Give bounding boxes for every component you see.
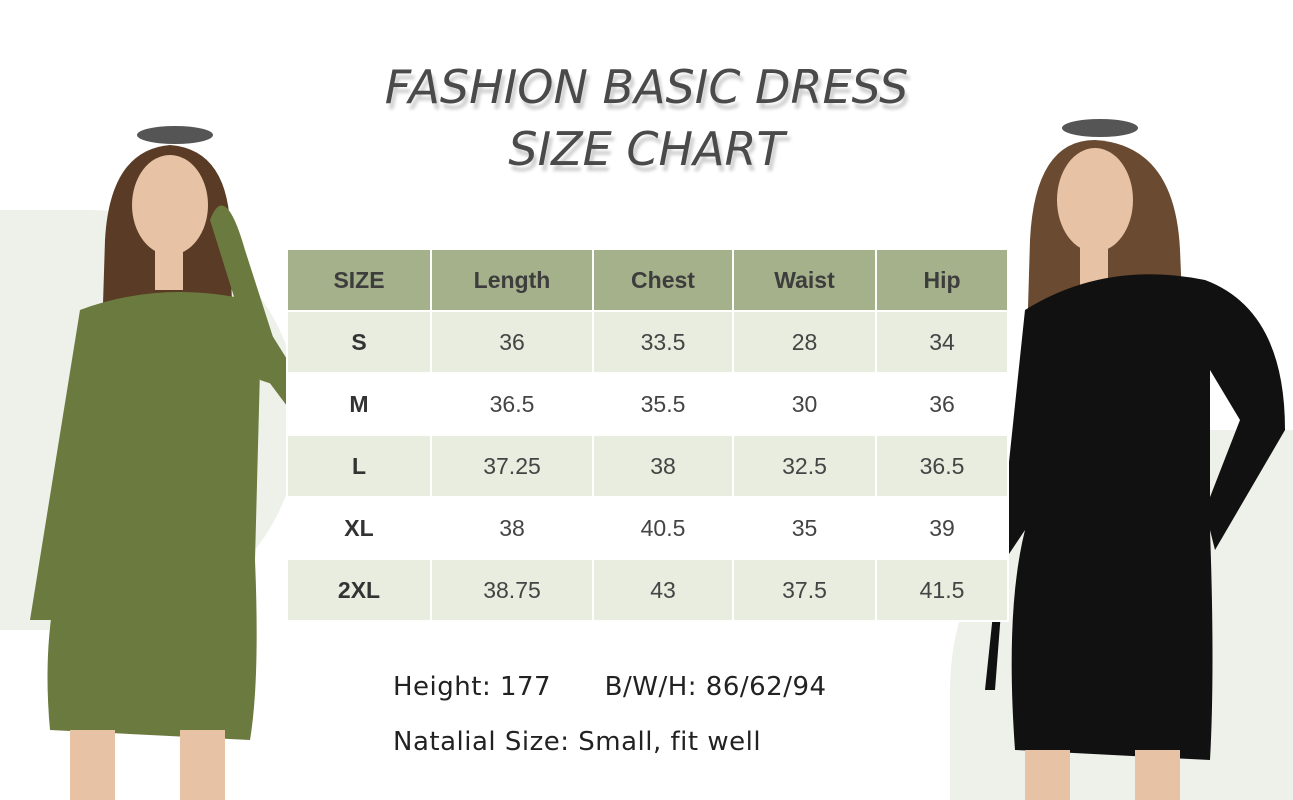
cell-waist: 32.5 <box>732 434 877 498</box>
cell-size: S <box>286 310 432 374</box>
cell-size: M <box>286 372 432 436</box>
cell-length: 37.25 <box>430 434 594 498</box>
header-chest: Chest <box>592 248 734 312</box>
cell-hip: 36.5 <box>875 434 1009 498</box>
table-row: L 37.25 38 32.5 36.5 <box>286 434 1009 498</box>
cell-size: L <box>286 434 432 498</box>
title-line-2: SIZE CHART <box>508 122 785 176</box>
table-row: 2XL 38.75 43 37.5 41.5 <box>286 558 1009 622</box>
cell-chest: 40.5 <box>592 496 734 560</box>
cell-chest: 38 <box>592 434 734 498</box>
cell-hip: 39 <box>875 496 1009 560</box>
cell-hip: 36 <box>875 372 1009 436</box>
model-bwh: B/W/H: 86/62/94 <box>604 672 827 702</box>
cell-chest: 33.5 <box>592 310 734 374</box>
cell-hip: 41.5 <box>875 558 1009 622</box>
table-row: XL 38 40.5 35 39 <box>286 496 1009 560</box>
cell-hip: 34 <box>875 310 1009 374</box>
cell-length: 36.5 <box>430 372 594 436</box>
model-measurements: Height: 177 B/W/H: 86/62/94 <box>393 672 827 702</box>
header-waist: Waist <box>732 248 877 312</box>
cell-waist: 35 <box>732 496 877 560</box>
table-row: S 36 33.5 28 34 <box>286 310 1009 374</box>
header-length: Length <box>430 248 594 312</box>
cell-chest: 35.5 <box>592 372 734 436</box>
table-header-row: SIZE Length Chest Waist Hip <box>286 248 1009 312</box>
cell-size: 2XL <box>286 558 432 622</box>
cell-length: 38 <box>430 496 594 560</box>
cell-size: XL <box>286 496 432 560</box>
title-line-1: FASHION BASIC DRESS <box>384 60 909 114</box>
cell-length: 38.75 <box>430 558 594 622</box>
size-table: SIZE Length Chest Waist Hip S 36 33.5 28… <box>286 248 1009 622</box>
model-green-dress-photo <box>30 126 300 800</box>
table-row: M 36.5 35.5 30 36 <box>286 372 1009 436</box>
header-size: SIZE <box>286 248 432 312</box>
header-hip: Hip <box>875 248 1009 312</box>
cell-waist: 37.5 <box>732 558 877 622</box>
model-height: Height: 177 <box>393 672 552 702</box>
cell-chest: 43 <box>592 558 734 622</box>
model-black-dress-photo <box>985 119 1285 800</box>
cell-waist: 30 <box>732 372 877 436</box>
cell-waist: 28 <box>732 310 877 374</box>
cell-length: 36 <box>430 310 594 374</box>
model-size: Natalial Size: Small, fit well <box>393 727 762 757</box>
